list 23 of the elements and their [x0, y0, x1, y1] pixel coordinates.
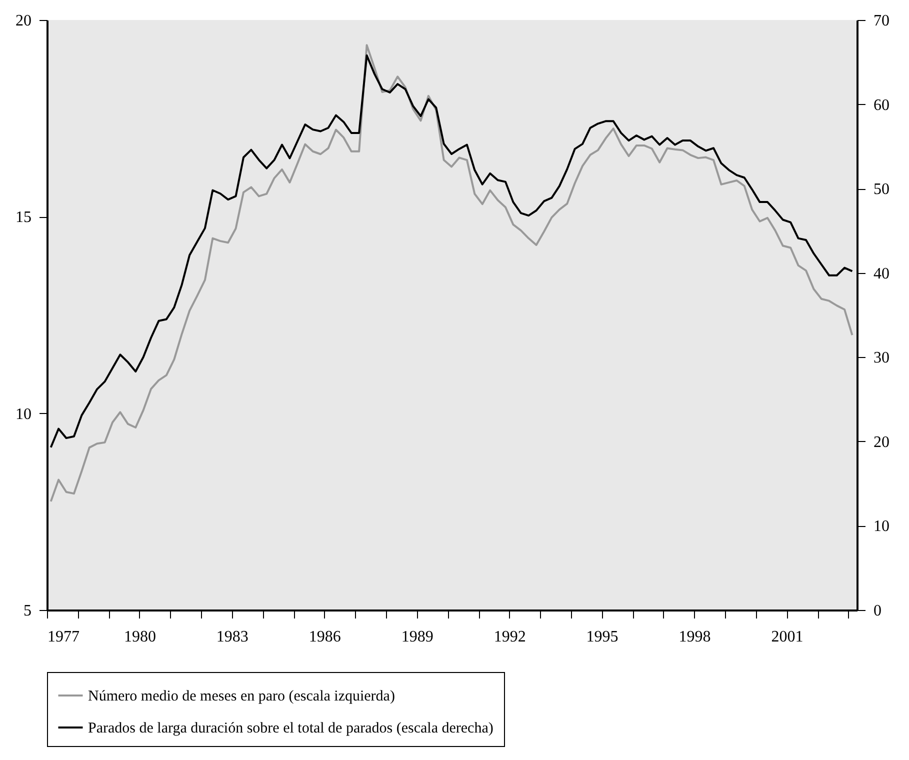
y2-tick-label: 0	[874, 602, 882, 620]
x-tick-label: 1989	[401, 628, 434, 646]
y2-tick-label: 20	[874, 434, 890, 451]
y2-tick-label: 10	[874, 518, 890, 536]
y-tick-label: 15	[16, 209, 32, 226]
legend-label: Parados de larga duración sobre el total de parados (escala derecha)	[88, 720, 494, 736]
x-tick-label: 1998	[678, 628, 711, 646]
y2-tick-label: 30	[874, 350, 890, 367]
legend-label: Número medio de meses en paro (escala izquierda)	[88, 688, 395, 704]
y-tick-label: 5	[24, 602, 32, 620]
x-tick-label: 1992	[494, 628, 526, 646]
y2-tick-label: 60	[874, 96, 890, 114]
x-tick-label: 1986	[308, 628, 341, 646]
x-tick-label: 1977	[48, 628, 80, 646]
x-tick-label: 2001	[771, 628, 804, 646]
y-tick-label: 10	[16, 406, 32, 423]
y-tick-label: 20	[16, 12, 32, 30]
y2-tick-label: 70	[874, 12, 890, 30]
x-tick-label: 1995	[586, 628, 618, 646]
x-tick-label: 1980	[124, 628, 156, 646]
y2-tick-label: 40	[874, 265, 890, 282]
x-tick-label: 1983	[216, 628, 248, 646]
y2-tick-label: 50	[874, 181, 890, 198]
